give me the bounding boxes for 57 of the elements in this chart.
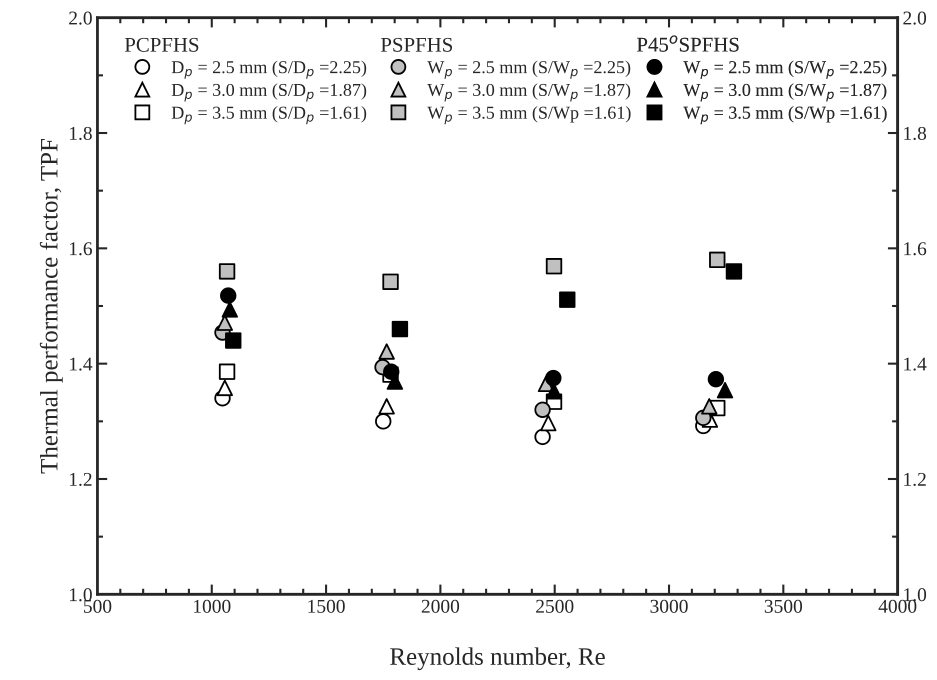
point <box>383 364 400 380</box>
legend-label: D$_{p}$ = 3.5 mm (S/D$_{p}$ =1.61) <box>172 106 366 124</box>
y2-tick-label: 1.8 <box>904 126 926 140</box>
y-tick-label: 1.4 <box>70 358 92 371</box>
point <box>378 343 395 360</box>
point <box>540 414 556 432</box>
legend-label: D$_{p}$ = 3.0 mm (S/D$_{p}$ =1.87) <box>172 83 366 102</box>
legend-label: W$_{p}$ = 3.5 mm (S/Wp =1.61) <box>427 106 631 124</box>
legend-label: W$_{p}$ = 2.5 mm (S/W$_{p}$ =2.25) <box>427 60 630 79</box>
y-tick-label: 1.8 <box>70 126 92 140</box>
point <box>701 398 718 415</box>
point <box>708 371 724 388</box>
x-axis-title: Reynolds number, Re <box>390 647 605 670</box>
y-tick-label: 1.2 <box>70 472 92 486</box>
x-tick-label: 3500 <box>764 600 802 613</box>
point <box>218 263 236 280</box>
y-tick-label: 1.0 <box>70 588 92 602</box>
y2-tick-label: 1.0 <box>904 588 926 602</box>
point <box>726 263 742 280</box>
point <box>716 382 734 398</box>
x-tick-label: 4000 <box>878 600 916 613</box>
point <box>559 291 576 308</box>
point <box>709 252 726 268</box>
point <box>534 402 551 418</box>
point <box>546 258 562 274</box>
y-tick-label: 1.6 <box>70 242 92 256</box>
point <box>222 301 238 318</box>
y-axis-title: Thermal performance factor, TPF <box>40 138 63 474</box>
x-tick-label: 1500 <box>308 600 345 613</box>
point <box>545 370 562 386</box>
legend-label: W$_{p}$ = 3.0 mm (S/W$_{p}$ =1.87) <box>427 83 630 102</box>
point <box>220 287 236 304</box>
y2-tick-label: 1.6 <box>904 242 926 256</box>
point <box>534 428 551 446</box>
x-tick-label: 1000 <box>194 600 230 613</box>
y-tick-label: 2.0 <box>69 11 92 25</box>
y2-tick-label: 1.2 <box>904 472 926 486</box>
legend-label: W$_{p}$ = 3.0 mm (S/W$_{p}$ =1.87) <box>683 83 886 102</box>
legend-label: W$_{p}$ = 2.5 mm (S/W$_{p}$ =2.25) <box>683 60 886 79</box>
point <box>378 398 395 415</box>
point <box>216 380 233 396</box>
x-tick-label: 2500 <box>536 600 574 613</box>
y2-tick-label: 2.0 <box>903 11 926 25</box>
text: PCPFHS <box>124 38 198 52</box>
x-tick-label: 2000 <box>422 600 460 613</box>
text: PSPFHS <box>380 38 452 52</box>
legend-label: D$_{p}$ = 2.5 mm (S/D$_{p}$ =2.25) <box>172 60 366 79</box>
point <box>225 332 242 349</box>
point <box>375 413 392 430</box>
text: P45$^{o}$SPFHS <box>637 35 739 52</box>
point <box>382 274 399 290</box>
x-tick-label: 3000 <box>650 600 688 613</box>
y2-tick-label: 1.4 <box>904 358 927 371</box>
point <box>218 364 236 380</box>
legend-label: W$_{p}$ = 3.5 mm (S/Wp =1.61) <box>683 106 887 124</box>
point <box>392 320 408 338</box>
x-tick-label: 500 <box>84 600 112 613</box>
